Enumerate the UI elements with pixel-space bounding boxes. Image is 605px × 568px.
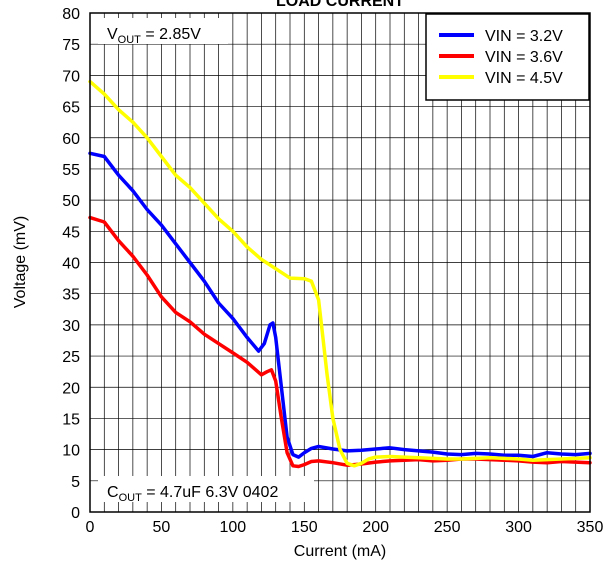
x-tick-label: 100 <box>220 519 247 536</box>
plot-frame <box>89 12 591 513</box>
legend-label-3: VIN = 4.5V <box>485 70 563 87</box>
y-tick-label: 40 <box>62 256 80 273</box>
vout-subscript: OUT <box>118 34 142 46</box>
legend-label-2: VIN = 3.6V <box>485 49 563 66</box>
x-tick-label: 200 <box>362 519 389 536</box>
y-tick-label: 25 <box>62 349 80 366</box>
x-axis-label: Current (mA) <box>294 543 386 560</box>
x-tick-label: 0 <box>86 519 95 536</box>
vout-value: = 2.85V <box>141 26 201 43</box>
vout-annotation: VOUT = 2.85V <box>107 26 201 46</box>
series-line-2 <box>88 215 592 469</box>
cout-prefix: C <box>107 484 119 501</box>
y-tick-label: 30 <box>62 318 80 335</box>
y-tick-label: 70 <box>62 68 80 85</box>
grid <box>90 13 590 512</box>
y-tick-label: 60 <box>62 131 80 148</box>
vout-annotation-background <box>98 18 228 44</box>
y-tick-label: 10 <box>62 443 80 460</box>
y-tick-label: 55 <box>62 162 80 179</box>
y-tick-label: 0 <box>71 505 80 522</box>
y-tick-label: 75 <box>62 37 80 54</box>
chart-title: LOAD CURRENT <box>276 0 404 10</box>
x-tick-label: 300 <box>505 519 532 536</box>
cout-subscript: OUT <box>119 492 143 504</box>
x-tick-label: 350 <box>577 519 604 536</box>
y-tick-label: 45 <box>62 224 80 241</box>
cout-annotation-background <box>98 476 314 502</box>
y-tick-label: 35 <box>62 287 80 304</box>
x-tick-label: 150 <box>291 519 318 536</box>
x-tick-label: 250 <box>434 519 461 536</box>
cout-annotation: COUT = 4.7uF 6.3V 0402 <box>107 484 278 504</box>
y-tick-label: 15 <box>62 411 80 428</box>
y-tick-label: 5 <box>71 474 80 491</box>
legend: VIN = 3.2V VIN = 3.6V VIN = 4.5V <box>425 13 590 101</box>
y-axis-label: Voltage (mV) <box>12 216 29 308</box>
series-line-3 <box>88 79 592 468</box>
cout-value: = 4.7uF 6.3V 0402 <box>142 484 279 501</box>
series-line-1 <box>88 151 592 459</box>
tick-labels: 0 50 100 150 200 250 300 350 0 5 10 15 20 25 30 35 40 45 5… <box>62 6 603 536</box>
y-tick-label: 80 <box>62 6 80 23</box>
legend-label-1: VIN = 3.2V <box>485 28 563 45</box>
vout-prefix: V <box>107 26 118 43</box>
series-lines <box>88 79 592 469</box>
y-tick-label: 50 <box>62 193 80 210</box>
y-tick-label: 65 <box>62 100 80 117</box>
x-tick-label: 50 <box>153 519 171 536</box>
y-tick-label: 20 <box>62 380 80 397</box>
